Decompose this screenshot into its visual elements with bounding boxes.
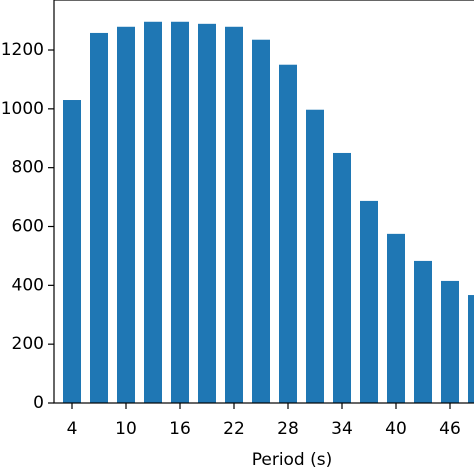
y-tick-label: 400 xyxy=(12,275,44,295)
bar xyxy=(198,23,216,404)
bar xyxy=(171,21,189,403)
bar xyxy=(252,39,270,404)
y-tick-label: 600 xyxy=(12,217,44,237)
bar xyxy=(414,260,432,403)
bar xyxy=(333,152,351,403)
x-tick-label: 28 xyxy=(277,419,299,439)
y-tick-label: 0 xyxy=(33,393,44,413)
x-tick-label: 46 xyxy=(439,419,461,439)
x-tick-label: 10 xyxy=(115,419,137,439)
bar xyxy=(117,26,135,403)
bar xyxy=(279,64,297,403)
bar xyxy=(360,200,378,403)
bar xyxy=(468,295,474,403)
x-tick-label: 4 xyxy=(67,419,78,439)
bar xyxy=(306,109,324,404)
y-tick-label: 1000 xyxy=(1,99,44,119)
bar xyxy=(63,100,81,404)
y-tick-label: 800 xyxy=(12,158,44,178)
x-axis-label: Period (s) xyxy=(252,450,333,470)
bar xyxy=(441,280,459,403)
y-tick-label: 200 xyxy=(12,334,44,354)
bar xyxy=(225,26,243,403)
bar xyxy=(90,32,108,403)
x-tick-label: 34 xyxy=(331,419,353,439)
y-tick-label: 1200 xyxy=(1,40,44,60)
x-tick-label: 22 xyxy=(223,419,245,439)
bar xyxy=(387,233,405,403)
x-tick-label: 16 xyxy=(169,419,191,439)
plot-frame xyxy=(53,0,474,404)
bar xyxy=(144,21,162,403)
x-tick-label: 40 xyxy=(385,419,407,439)
